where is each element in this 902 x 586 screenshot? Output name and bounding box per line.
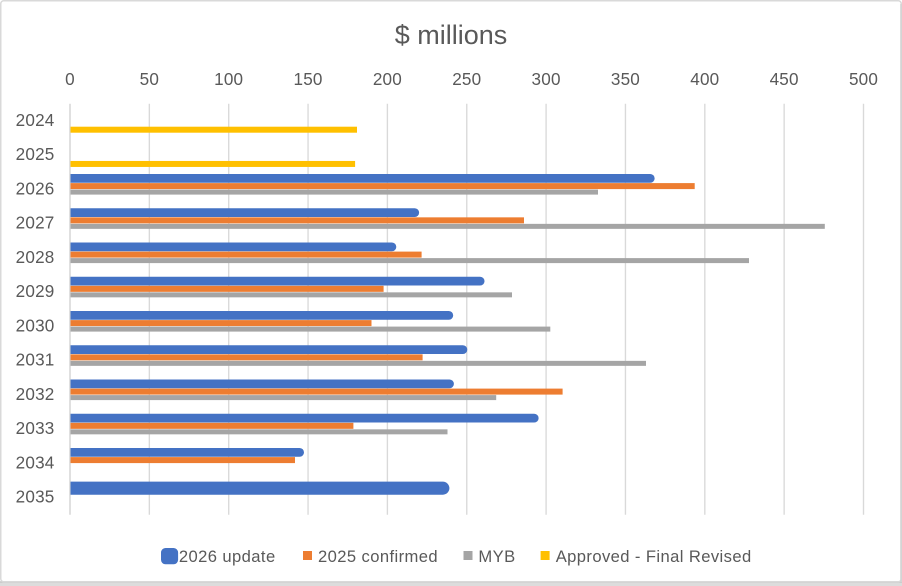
svg-text:2027: 2027	[16, 214, 55, 233]
svg-text:500: 500	[849, 70, 878, 89]
svg-text:2028: 2028	[16, 248, 55, 267]
svg-text:250: 250	[452, 70, 481, 89]
svg-text:200: 200	[373, 70, 402, 89]
svg-text:2025: 2025	[16, 145, 55, 164]
svg-text:50: 50	[140, 70, 159, 89]
svg-text:2025 confirmed: 2025 confirmed	[318, 547, 438, 566]
svg-text:2024: 2024	[16, 111, 55, 130]
svg-text:2029: 2029	[16, 282, 55, 301]
svg-text:100: 100	[214, 70, 243, 89]
svg-text:300: 300	[532, 70, 561, 89]
svg-text:400: 400	[690, 70, 719, 89]
svg-text:MYB: MYB	[478, 547, 515, 566]
svg-text:150: 150	[293, 70, 322, 89]
svg-text:2034: 2034	[16, 453, 55, 472]
svg-text:450: 450	[770, 70, 799, 89]
svg-text:2035: 2035	[16, 488, 55, 507]
svg-text:Approved - Final Revised: Approved - Final Revised	[556, 547, 752, 566]
svg-text:2026: 2026	[16, 179, 55, 198]
svg-text:2030: 2030	[16, 316, 55, 335]
svg-text:$ millions: $ millions	[395, 20, 508, 50]
svg-text:2033: 2033	[16, 419, 55, 438]
svg-text:2032: 2032	[16, 385, 55, 404]
svg-text:2031: 2031	[16, 351, 55, 370]
svg-text:2026 update: 2026 update	[179, 547, 276, 566]
svg-text:350: 350	[611, 70, 640, 89]
svg-text:0: 0	[65, 70, 75, 89]
